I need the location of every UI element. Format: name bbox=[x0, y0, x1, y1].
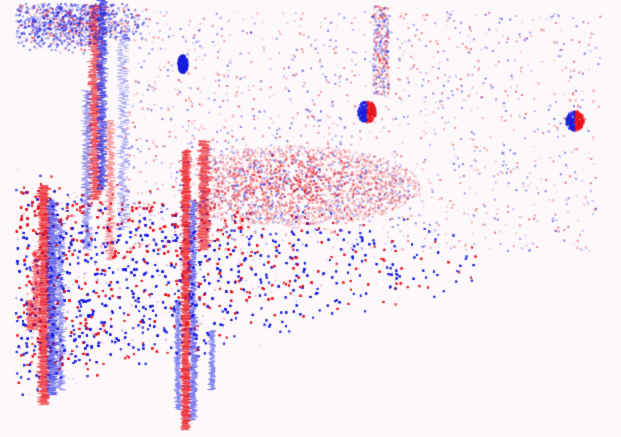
heatmap-canvas bbox=[0, 0, 621, 437]
